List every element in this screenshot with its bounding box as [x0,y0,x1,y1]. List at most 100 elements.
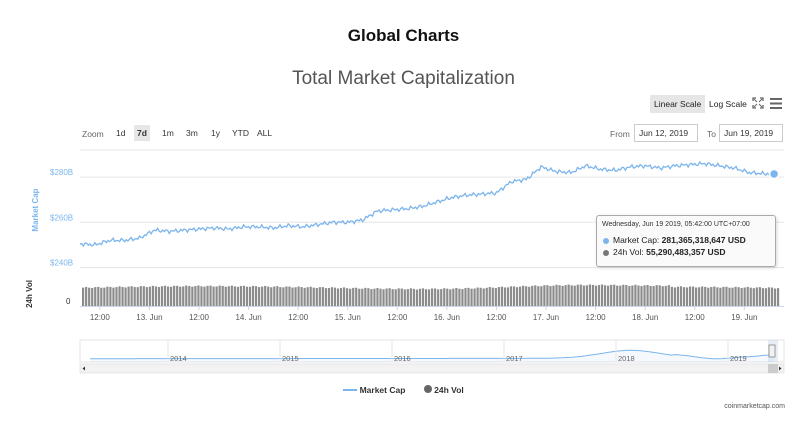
volume-bar [500,286,503,306]
volume-bar [309,286,312,306]
x-tick-label: 12:00 [685,313,706,322]
volume-bar [682,287,686,306]
navigator-panel [79,339,785,363]
credit-link[interactable]: coinmarketcap.com [724,403,785,410]
volume-bar [248,286,252,306]
volume-bar [688,286,692,306]
x-tick-label: 12:00 [189,313,210,322]
volume-bar [118,286,121,306]
line-swatch-icon [343,389,358,391]
volume-bar [406,289,409,306]
legend-volume[interactable]: 24h Vol [423,385,464,395]
volume-bar [461,289,464,306]
navigator[interactable]: 2014 2015 2016 2017 2018 2019 [79,339,785,374]
legend-volume-label: 24h Vol [434,385,464,395]
volume-bar [163,285,167,306]
volume-bar [713,286,716,306]
volume-bar [628,285,631,306]
volume-bar [303,287,306,306]
volume-bar [764,288,768,306]
volume-bar [415,289,419,306]
volume-bar [336,288,340,306]
tooltip-volume-label: 24h Vol: [613,247,644,257]
volume-bar [130,286,133,306]
chart-legend: Market Cap 24h Vol [0,385,807,395]
volume-bar [531,285,534,306]
volume-bar [701,286,704,306]
volume-bar [773,288,777,306]
legend-market-cap[interactable]: Market Cap [343,385,405,395]
log-scale-button[interactable]: Log Scale [709,99,747,109]
volume-bar [367,288,370,306]
tooltip-volume: 24h Vol: 55,290,483,357 USD [603,247,726,257]
volume-bar [746,286,749,306]
volume-bar [640,286,643,306]
scroll-right-arrow-icon[interactable] [779,366,782,371]
zoom-all-button[interactable]: ALL [257,128,273,138]
volume-bar [324,288,327,306]
volume-bar [394,289,397,306]
volume-bar [188,286,191,306]
to-date-input[interactable]: Jun 19, 2019 [719,124,783,142]
volume-bar [758,287,761,306]
y-axis-title: Market Cap [31,188,40,231]
volume-bar [594,285,598,306]
volume-bar [449,289,452,306]
navigator-handle[interactable] [768,344,776,358]
volume-bar [139,286,142,306]
volume-bar [552,285,555,306]
zoom-7d-button[interactable]: 7d [134,125,150,141]
volume-bar [109,286,112,306]
volume-bar [364,287,367,306]
x-tick-label: 14. Jun [235,313,261,322]
x-tick-label: 12:00 [387,313,408,322]
volume-bar [716,287,719,306]
volume-bar [737,287,740,306]
x-tick-label: 12:00 [586,313,607,322]
volume-bar [497,287,500,306]
hover-point[interactable] [768,168,780,180]
volume-bar [509,286,513,306]
volume-bar [409,288,412,306]
volume-bar [731,287,734,306]
linear-scale-button[interactable]: Linear Scale [650,95,706,113]
volume-bar [515,287,519,306]
scroll-left-arrow-icon[interactable] [82,366,86,371]
volume-bar [160,286,164,306]
volume-bar [142,286,145,306]
volume-bar [361,288,364,306]
x-tick-label: 15. Jun [335,313,361,322]
fullscreen-icon[interactable] [752,97,764,109]
zoom-3m-button[interactable]: 3m [186,128,198,138]
x-tick-label: 12:00 [288,313,309,322]
volume-bar [485,287,488,306]
volume-bar [251,285,255,306]
tooltip-volume-value: 55,290,483,357 USD [646,247,726,257]
scrollbar-track[interactable] [79,363,785,374]
volume-bar [203,286,206,306]
volume-bar [100,287,103,306]
volume-bar [770,287,774,306]
zoom-1d-button[interactable]: 1d [116,128,126,138]
volume-bar [206,285,209,306]
menu-icon[interactable] [770,98,782,109]
from-label: From [610,129,630,139]
zoom-label: Zoom [82,129,104,139]
tooltip-market-cap-label: Market Cap: [613,235,660,245]
from-date-input[interactable]: Jun 12, 2019 [634,124,698,142]
volume-bar [121,286,124,306]
volume-bar [567,284,570,306]
zoom-1m-button[interactable]: 1m [162,128,174,138]
volume-bar [215,286,218,306]
market-cap-line [79,160,775,248]
volume-bar [400,288,403,306]
zoom-1y-button[interactable]: 1y [211,128,220,138]
volume-bar [506,287,510,306]
volume-axis-title: 24h Vol [25,280,34,308]
scrollbar-thumb[interactable] [768,364,778,373]
volume-bar [145,287,148,306]
volume-bar [519,286,522,306]
zoom-ytd-button[interactable]: YTD [232,128,249,138]
volume-bar [166,286,170,306]
